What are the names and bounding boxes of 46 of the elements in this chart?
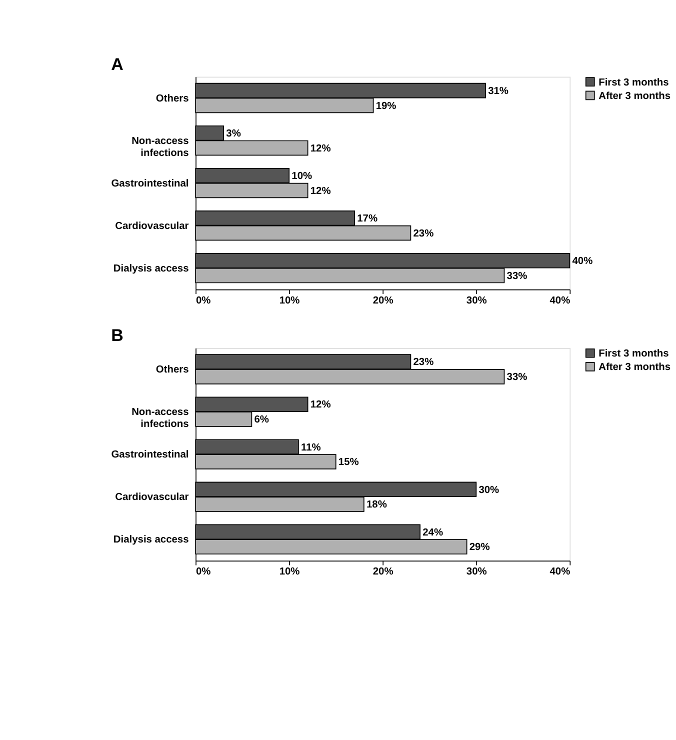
data-label: 11%	[301, 442, 321, 454]
x-tick-label: 40%	[550, 566, 570, 578]
x-tick-label: 10%	[279, 295, 300, 306]
data-label: 12%	[310, 400, 331, 411]
data-label: 12%	[310, 143, 331, 154]
y-tick-label: Gastrointestinal	[111, 450, 189, 461]
data-label: 10%	[292, 171, 312, 182]
data-label: 33%	[506, 270, 528, 282]
data-label: 6%	[254, 414, 269, 426]
y-tick-label: Others	[156, 93, 190, 104]
legend-label: First 3 months	[598, 77, 670, 88]
y-tick-label: Gastrointestinal	[111, 178, 189, 190]
y-tick-label: Non-access infections	[132, 136, 190, 159]
y-tick-label: Others	[156, 364, 190, 376]
x-tick-label: 20%	[372, 295, 394, 306]
data-label: 23%	[413, 357, 434, 368]
data-label: 3%	[226, 128, 241, 140]
y-tick-label: Cardiovascular	[115, 492, 189, 504]
data-label: 24%	[422, 527, 443, 538]
y-tick-label: Non-access infections	[132, 407, 190, 430]
data-label: 18%	[366, 500, 387, 511]
x-tick-label: 10%	[279, 566, 300, 578]
data-label: 15%	[338, 457, 359, 468]
chart-title: B	[111, 326, 124, 346]
x-tick-label: 0%	[196, 295, 211, 306]
data-label: 12%	[310, 186, 331, 197]
data-label: 40%	[572, 256, 593, 268]
data-label: 23%	[413, 228, 434, 240]
x-tick-label: 30%	[466, 295, 487, 306]
x-tick-label: 0%	[196, 566, 211, 578]
legend-label: First 3 months	[598, 348, 670, 360]
data-label: 19%	[376, 100, 396, 112]
legend-label: After 3 months	[598, 90, 671, 102]
y-tick-label: Cardiovascular	[115, 220, 189, 232]
y-tick-label: Dialysis access	[113, 534, 190, 546]
x-tick-label: 20%	[372, 566, 394, 578]
data-label: 29%	[469, 542, 490, 554]
y-tick-label: Dialysis access	[113, 263, 190, 274]
data-label: 30%	[478, 484, 500, 496]
data-label: 17%	[357, 214, 378, 225]
data-label: 31%	[488, 86, 508, 97]
x-tick-label: 30%	[466, 566, 487, 578]
legend-label: After 3 months	[598, 362, 671, 374]
chart-title: A	[111, 54, 124, 74]
data-label: 33%	[506, 372, 528, 384]
x-tick-label: 40%	[550, 295, 570, 306]
